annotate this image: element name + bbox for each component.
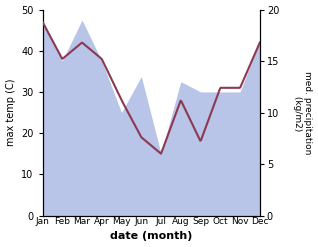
Y-axis label: med. precipitation
 (kg/m2): med. precipitation (kg/m2) — [293, 71, 313, 154]
X-axis label: date (month): date (month) — [110, 231, 192, 242]
Y-axis label: max temp (C): max temp (C) — [5, 79, 16, 146]
